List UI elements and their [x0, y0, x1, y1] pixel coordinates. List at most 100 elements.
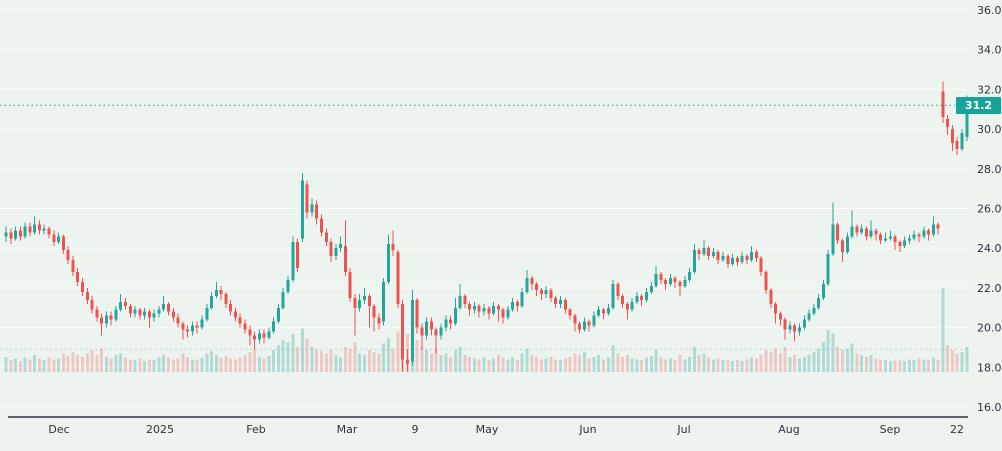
candle-body: [664, 279, 668, 284]
volume-bar: [176, 358, 180, 372]
candle: [501, 307, 505, 324]
candle-body: [630, 301, 634, 310]
candle-body: [214, 289, 218, 296]
x-axis-label: Jul: [676, 423, 690, 436]
candle-body: [281, 291, 285, 308]
volume-bar: [754, 358, 758, 372]
candle: [291, 236, 295, 282]
candle: [535, 281, 539, 296]
volume-bar: [659, 356, 663, 372]
candle-body: [477, 305, 481, 312]
candle-body: [797, 327, 801, 332]
candle-body: [262, 333, 266, 338]
candle: [253, 331, 257, 350]
volume-bar: [315, 349, 319, 372]
candle: [262, 329, 266, 344]
y-axis-label: 28.0: [977, 163, 1002, 176]
candle: [654, 266, 658, 288]
candle: [429, 317, 433, 336]
candle-body: [611, 283, 615, 308]
candle-body: [511, 301, 515, 310]
volume-bar: [348, 348, 352, 372]
volume-bar: [133, 360, 137, 372]
candle: [372, 303, 376, 332]
volume-bar: [458, 346, 462, 372]
candle-body: [23, 226, 27, 237]
candle: [167, 301, 171, 316]
candle-body: [396, 252, 400, 304]
volume-bar: [664, 359, 668, 372]
x-axis-label: Feb: [246, 423, 265, 436]
volume-bar: [23, 357, 27, 372]
candle: [367, 293, 371, 328]
candle: [702, 240, 706, 257]
candle: [602, 307, 605, 320]
candle-body: [625, 303, 629, 310]
volume-bar: [783, 346, 787, 372]
candle: [468, 301, 472, 316]
candle: [774, 301, 778, 324]
candle-body: [339, 244, 343, 249]
volume-bar: [143, 361, 147, 372]
candle: [525, 270, 529, 294]
volume-bar: [377, 353, 381, 372]
candle-body: [104, 315, 108, 324]
volume-bar: [310, 346, 314, 372]
volume-bar: [511, 356, 515, 372]
candle-body: [606, 307, 610, 314]
candle-body: [821, 283, 825, 298]
candle-body: [941, 91, 945, 118]
last-price-tag: 31.2: [956, 96, 1001, 114]
candle: [554, 295, 558, 308]
volume-bar: [363, 355, 366, 372]
candle-body: [195, 325, 199, 328]
candle: [836, 222, 840, 245]
candle-body: [645, 291, 649, 300]
volume-bar: [324, 353, 328, 372]
candle: [396, 250, 400, 308]
candle: [683, 275, 687, 288]
volume-bar: [210, 351, 214, 372]
volume-bar: [37, 358, 41, 372]
candle-body: [735, 258, 739, 263]
candle-body: [47, 228, 51, 235]
volume-bar: [104, 356, 108, 372]
candle: [324, 228, 328, 247]
candle: [893, 234, 897, 251]
candle: [458, 283, 462, 310]
volume-bar: [625, 355, 629, 372]
candle: [745, 254, 749, 265]
volume-bar: [305, 338, 309, 372]
volume-bar: [788, 356, 792, 372]
volume-bar: [668, 358, 672, 372]
candle: [506, 305, 510, 320]
candle: [855, 224, 859, 237]
candle-body: [817, 297, 821, 308]
volume-bar: [95, 355, 99, 372]
candle-body: [654, 274, 658, 286]
candle: [133, 305, 137, 318]
volume-bar: [845, 348, 849, 372]
volume-bar: [578, 355, 582, 372]
candle: [630, 297, 634, 312]
volume-bar: [893, 359, 897, 372]
candle: [200, 315, 204, 330]
candle: [57, 232, 61, 245]
candle: [592, 311, 596, 328]
candle: [563, 297, 567, 314]
candle: [353, 293, 357, 336]
candle-body: [472, 305, 476, 310]
volume-bar: [468, 356, 472, 372]
candle-body: [382, 281, 386, 322]
candle: [272, 317, 276, 334]
volume-bar: [334, 355, 338, 372]
volume-bar: [812, 351, 816, 372]
candle: [444, 315, 448, 332]
volume-bar: [621, 356, 625, 372]
candle-body: [740, 256, 744, 263]
candle-body: [224, 293, 228, 304]
candle: [668, 274, 672, 286]
volume-bar: [711, 359, 715, 372]
